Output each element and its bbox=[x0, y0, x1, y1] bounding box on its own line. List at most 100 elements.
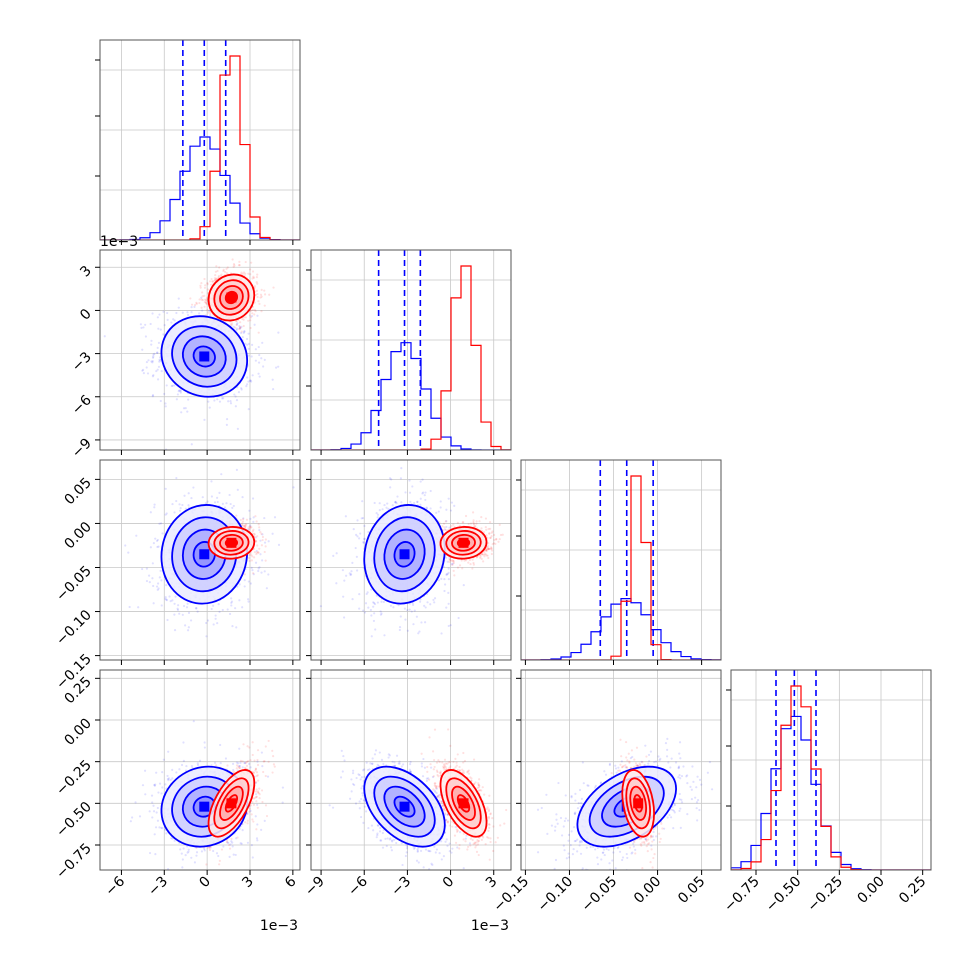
sample-point bbox=[255, 551, 259, 554]
sample-point bbox=[190, 496, 193, 500]
sample-point bbox=[203, 294, 206, 297]
sample-point bbox=[263, 289, 266, 292]
sample-point bbox=[153, 503, 156, 506]
sample-point bbox=[198, 312, 201, 315]
sample-point bbox=[161, 532, 164, 535]
sample-point bbox=[216, 496, 219, 499]
sample-point bbox=[445, 525, 448, 529]
sample-point bbox=[367, 530, 370, 534]
sample-point bbox=[351, 561, 354, 564]
sample-point bbox=[451, 563, 454, 566]
sample-point bbox=[164, 402, 167, 405]
sample-point bbox=[201, 496, 204, 499]
sample-point bbox=[244, 316, 247, 319]
sample-point bbox=[208, 406, 211, 409]
sample-point bbox=[386, 502, 389, 505]
sample-point bbox=[392, 606, 395, 609]
sample-point bbox=[158, 313, 161, 316]
sample-point bbox=[244, 260, 247, 264]
sample-point bbox=[200, 306, 203, 309]
sample-point bbox=[177, 306, 180, 309]
sample-point bbox=[263, 293, 267, 296]
sample-point bbox=[187, 626, 190, 629]
sample-point bbox=[255, 520, 258, 523]
sample-point bbox=[164, 405, 167, 408]
sample-point bbox=[372, 601, 375, 604]
sample-point bbox=[148, 581, 151, 584]
contour-line bbox=[171, 325, 238, 388]
sample-point bbox=[210, 480, 213, 483]
sample-point bbox=[254, 540, 257, 543]
sample-point bbox=[205, 299, 208, 302]
sample-point bbox=[251, 555, 254, 558]
sample-point bbox=[231, 625, 234, 628]
sample-point bbox=[204, 284, 207, 287]
panel-1-1 bbox=[306, 249, 512, 455]
sample-point bbox=[165, 512, 168, 515]
histogram-1-1 bbox=[311, 265, 511, 450]
contour-line bbox=[219, 285, 244, 310]
sample-point bbox=[228, 493, 231, 497]
sample-point bbox=[219, 274, 222, 277]
sample-point bbox=[190, 303, 194, 306]
sample-point bbox=[198, 301, 201, 305]
sample-point bbox=[257, 345, 260, 349]
sample-point bbox=[449, 624, 452, 627]
sample-point bbox=[254, 348, 257, 351]
sample-point bbox=[361, 500, 364, 503]
sample-point bbox=[156, 545, 159, 549]
sample-point bbox=[214, 273, 217, 277]
sample-point bbox=[389, 604, 393, 607]
sample-point bbox=[214, 277, 218, 280]
sample-point bbox=[267, 540, 270, 543]
sample-point bbox=[247, 332, 250, 335]
sample-point bbox=[205, 621, 208, 625]
sample-point bbox=[450, 501, 453, 504]
panel-frame bbox=[99, 249, 301, 451]
sample-point bbox=[163, 324, 166, 327]
sample-point bbox=[490, 531, 493, 534]
sample-point bbox=[229, 400, 232, 403]
sample-point bbox=[378, 509, 381, 512]
sample-point bbox=[221, 397, 224, 400]
sample-point bbox=[369, 608, 373, 612]
sample-point bbox=[277, 331, 280, 334]
sample-point bbox=[234, 395, 237, 398]
sample-point bbox=[239, 518, 242, 522]
sample-point bbox=[187, 504, 190, 507]
sample-point bbox=[179, 509, 182, 512]
sample-point bbox=[206, 619, 210, 622]
sample-point bbox=[419, 497, 422, 500]
sample-point bbox=[184, 624, 187, 627]
sample-point bbox=[156, 351, 159, 354]
sample-point bbox=[177, 604, 180, 607]
panel-content bbox=[100, 250, 300, 450]
sample-point bbox=[374, 628, 377, 631]
sample-point bbox=[256, 273, 259, 276]
sample-point bbox=[426, 601, 429, 604]
sample-point bbox=[204, 302, 208, 305]
sample-point bbox=[240, 271, 243, 274]
sample-point bbox=[149, 546, 152, 549]
sample-point bbox=[359, 532, 362, 535]
sample-point bbox=[159, 569, 162, 572]
sample-point bbox=[140, 326, 143, 329]
sample-point bbox=[363, 537, 366, 540]
sample-point bbox=[366, 591, 369, 594]
sample-point bbox=[171, 502, 174, 506]
sample-point bbox=[261, 538, 264, 542]
sample-point bbox=[247, 526, 250, 529]
sample-point bbox=[319, 605, 323, 608]
sample-point bbox=[248, 559, 251, 563]
sample-point bbox=[230, 600, 234, 603]
sample-point bbox=[205, 297, 209, 300]
sample-point bbox=[212, 604, 215, 607]
sample-point bbox=[409, 500, 412, 504]
sample-point bbox=[250, 380, 253, 383]
sample-point bbox=[442, 522, 446, 525]
sample-point bbox=[149, 322, 152, 326]
sample-point bbox=[217, 603, 220, 606]
sample-point bbox=[263, 304, 266, 307]
histogram-0-0 bbox=[100, 136, 300, 240]
sample-point bbox=[447, 591, 450, 595]
